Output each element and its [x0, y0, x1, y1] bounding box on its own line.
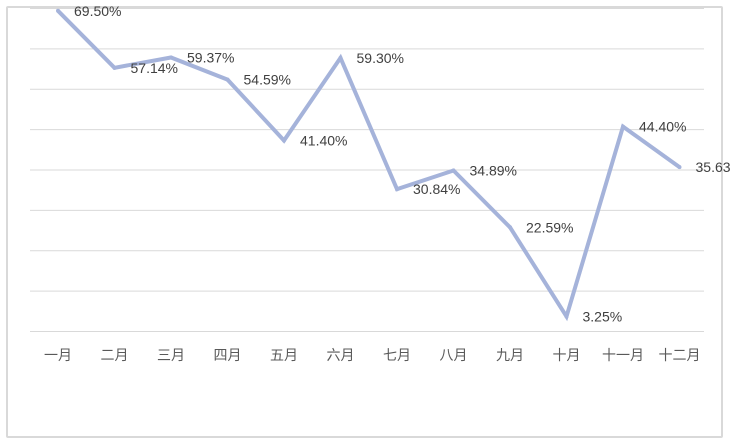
gridlines	[30, 8, 704, 332]
data-label: 54.59%	[244, 72, 291, 88]
data-label: 41.40%	[300, 132, 347, 148]
data-point	[451, 168, 456, 173]
data-label: 30.84%	[413, 181, 460, 197]
data-label: 59.37%	[187, 50, 234, 66]
category-label: 十一月	[602, 348, 644, 364]
category-label: 一月	[44, 348, 72, 364]
chart-frame	[6, 6, 723, 438]
data-label: 22.59%	[526, 219, 573, 235]
series-layer	[56, 8, 682, 322]
data-label: 3.25%	[583, 309, 623, 325]
data-point	[56, 8, 60, 13]
data-point	[282, 138, 286, 143]
category-label: 四月	[214, 348, 242, 364]
category-label: 九月	[496, 348, 524, 364]
category-label: 二月	[101, 348, 129, 364]
data-point	[395, 187, 399, 192]
category-axis: 一月 二月 三月 四月 五月 六月 七月 八月 九月 十月 十一月 十二月	[44, 348, 701, 364]
data-point	[225, 77, 230, 82]
category-label: 三月	[157, 348, 185, 364]
category-label: 六月	[327, 348, 355, 364]
category-label: 十二月	[659, 348, 701, 364]
data-label: 44.40%	[639, 119, 686, 135]
data-label: 57.14%	[131, 60, 178, 76]
series-line	[56, 9, 681, 322]
data-point	[112, 65, 117, 70]
data-point	[564, 314, 569, 319]
data-label: 35.63%	[696, 159, 731, 175]
data-point	[677, 165, 682, 170]
data-point	[169, 55, 173, 60]
data-labels: 69.50% 57.14% 59.37% 54.59% 41.40% 59.30% 30.8…	[74, 3, 731, 325]
data-point	[508, 225, 512, 230]
category-label: 八月	[440, 348, 468, 364]
category-label: 十月	[553, 348, 581, 364]
category-label: 五月	[270, 348, 298, 364]
data-label: 69.50%	[74, 3, 121, 19]
data-label: 59.30%	[357, 50, 404, 66]
data-point	[338, 55, 343, 60]
data-label: 34.89%	[470, 163, 517, 179]
data-point	[621, 124, 625, 129]
category-label: 七月	[383, 348, 411, 364]
